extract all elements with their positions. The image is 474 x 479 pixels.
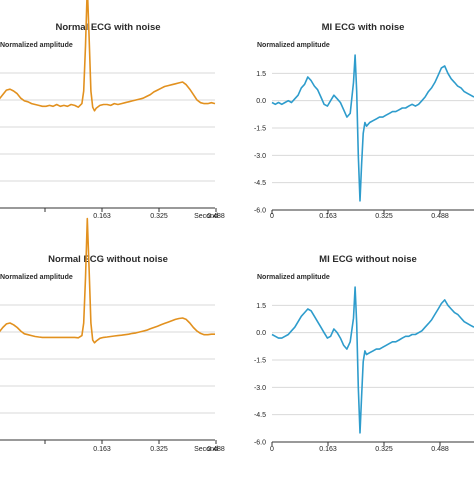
x-tick-label: 0.163 — [319, 213, 337, 220]
ecg-series-line — [271, 54, 474, 202]
y-axis-label: Normalized amplitude — [257, 274, 330, 281]
y-tick-label: 0.0 — [256, 330, 266, 337]
y-tick-label: -6.0 — [254, 208, 266, 215]
y-tick-label: -3.0 — [254, 385, 266, 392]
y-tick-label: 1.5 — [256, 303, 266, 310]
x-tick-label: 0.163 — [93, 446, 111, 453]
ecg-series-line — [0, 0, 216, 112]
x-tick-label: 0.325 — [375, 213, 393, 220]
y-tick-label: -1.5 — [254, 358, 266, 365]
y-tick-label: -6.0 — [254, 440, 266, 447]
chart-title: Normal ECG with noise — [55, 22, 160, 33]
x-tick-label: 0 — [270, 446, 274, 453]
x-tick-label: 0.163 — [93, 213, 111, 220]
y-axis-label: Normalized amplitude — [0, 42, 73, 49]
y-tick-label: -3.0 — [254, 153, 266, 160]
x-tick-label: 0.163 — [319, 446, 337, 453]
y-tick-label: -4.5 — [254, 412, 266, 419]
x-tick-label: 0.488 — [431, 213, 449, 220]
x-tick-label: 0.325 — [375, 446, 393, 453]
y-tick-label: 1.5 — [256, 71, 266, 78]
x-tick-label: 0.325 — [150, 213, 168, 220]
x-tick-label: 0.488 — [431, 446, 449, 453]
x-tick-label: 0.325 — [150, 446, 168, 453]
y-axis-label: Normalized amplitude — [0, 274, 73, 281]
x-tick-label: 0 — [270, 213, 274, 220]
y-tick-label: -1.5 — [254, 126, 266, 133]
chart-panel-2: 0 0.163 0.325 0.488 1.5 0.0 -1.5 -3.0 -4.5 -6.0 MI… — [254, 22, 474, 220]
ecg-series-line — [271, 286, 474, 434]
chart-title: MI ECG with noise — [322, 22, 405, 33]
y-tick-label: 0.0 — [256, 98, 266, 105]
chart-title: Normal ECG without noise — [48, 254, 168, 265]
ecg-series-line — [0, 217, 215, 344]
x-axis-label: Second — [194, 446, 218, 453]
x-tick-label: 0.488 — [207, 213, 225, 220]
x-tick-label: 0.488 — [207, 446, 225, 453]
chart-panel-4: 0 0.163 0.325 0.488 1.5 0.0 -1.5 -3.0 -4.5 -6.0 MI… — [254, 254, 474, 453]
y-axis-label: Normalized amplitude — [257, 42, 330, 49]
x-axis-label: Second — [194, 213, 218, 220]
chart-title: MI ECG without noise — [319, 254, 417, 265]
y-tick-label: -4.5 — [254, 180, 266, 187]
